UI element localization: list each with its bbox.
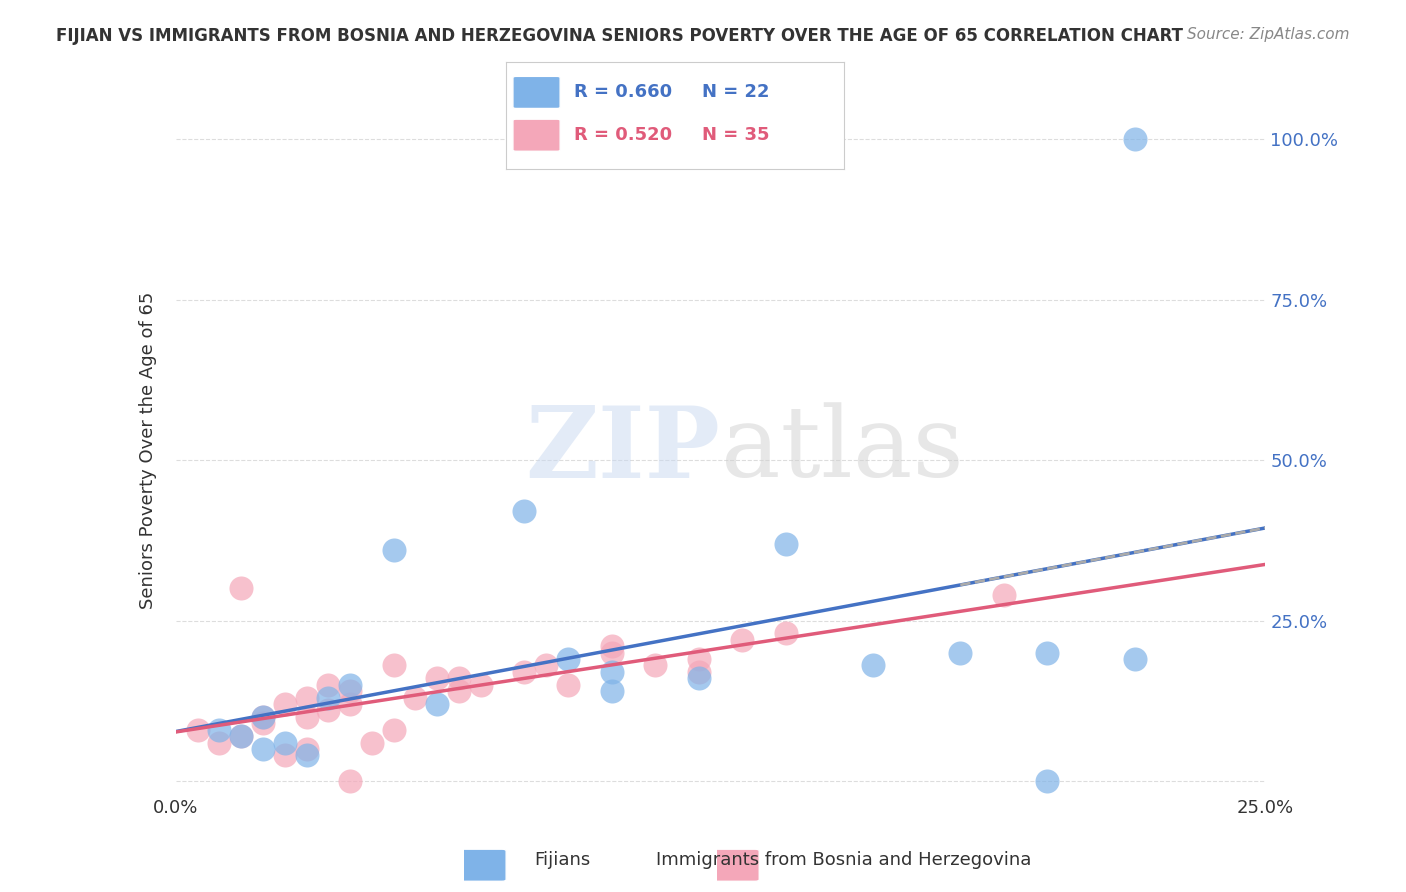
Text: Fijians: Fijians	[534, 851, 591, 869]
Point	[600, 646, 623, 660]
Point	[231, 729, 253, 743]
Text: R = 0.520: R = 0.520	[574, 127, 672, 145]
Point	[252, 742, 274, 756]
Point	[360, 735, 382, 749]
Point	[775, 536, 797, 550]
Point	[339, 774, 361, 789]
FancyBboxPatch shape	[513, 120, 560, 152]
Point	[318, 703, 340, 717]
Point	[252, 710, 274, 724]
Point	[775, 626, 797, 640]
Point	[318, 690, 340, 705]
Point	[274, 697, 297, 711]
Point	[600, 684, 623, 698]
Point	[862, 658, 884, 673]
Point	[382, 658, 405, 673]
Point	[447, 671, 470, 685]
Point	[600, 665, 623, 679]
Point	[600, 639, 623, 653]
Text: R = 0.660: R = 0.660	[574, 84, 672, 102]
Point	[339, 697, 361, 711]
Point	[1123, 652, 1146, 666]
Point	[1036, 774, 1059, 789]
Y-axis label: Seniors Poverty Over the Age of 65: Seniors Poverty Over the Age of 65	[139, 292, 157, 609]
Point	[688, 665, 710, 679]
Text: Source: ZipAtlas.com: Source: ZipAtlas.com	[1187, 27, 1350, 42]
Point	[208, 723, 231, 737]
Point	[426, 697, 449, 711]
FancyBboxPatch shape	[513, 77, 560, 109]
Point	[252, 716, 274, 731]
Point	[318, 678, 340, 692]
Point	[688, 652, 710, 666]
Text: FIJIAN VS IMMIGRANTS FROM BOSNIA AND HERZEGOVINA SENIORS POVERTY OVER THE AGE OF: FIJIAN VS IMMIGRANTS FROM BOSNIA AND HER…	[56, 27, 1184, 45]
Point	[688, 671, 710, 685]
Point	[993, 588, 1015, 602]
Point	[382, 543, 405, 558]
Point	[470, 678, 492, 692]
Point	[295, 710, 318, 724]
FancyBboxPatch shape	[460, 849, 506, 881]
Point	[557, 652, 579, 666]
Point	[295, 690, 318, 705]
Point	[339, 684, 361, 698]
Point	[1036, 646, 1059, 660]
Point	[252, 710, 274, 724]
Point	[426, 671, 449, 685]
Point	[513, 665, 536, 679]
Text: ZIP: ZIP	[526, 402, 721, 499]
Point	[339, 678, 361, 692]
Point	[731, 632, 754, 647]
Point	[1123, 132, 1146, 146]
Text: N = 22: N = 22	[702, 84, 769, 102]
Point	[447, 684, 470, 698]
Point	[405, 690, 427, 705]
Text: N = 35: N = 35	[702, 127, 769, 145]
Point	[274, 748, 297, 763]
Point	[231, 729, 253, 743]
Point	[513, 504, 536, 518]
Point	[534, 658, 557, 673]
Point	[295, 742, 318, 756]
Point	[644, 658, 666, 673]
Text: atlas: atlas	[721, 402, 963, 499]
Point	[208, 735, 231, 749]
FancyBboxPatch shape	[713, 849, 759, 881]
Point	[231, 582, 253, 596]
Point	[295, 748, 318, 763]
Point	[274, 735, 297, 749]
Point	[949, 646, 972, 660]
Text: Immigrants from Bosnia and Herzegovina: Immigrants from Bosnia and Herzegovina	[657, 851, 1031, 869]
Point	[382, 723, 405, 737]
Point	[186, 723, 209, 737]
Point	[557, 678, 579, 692]
